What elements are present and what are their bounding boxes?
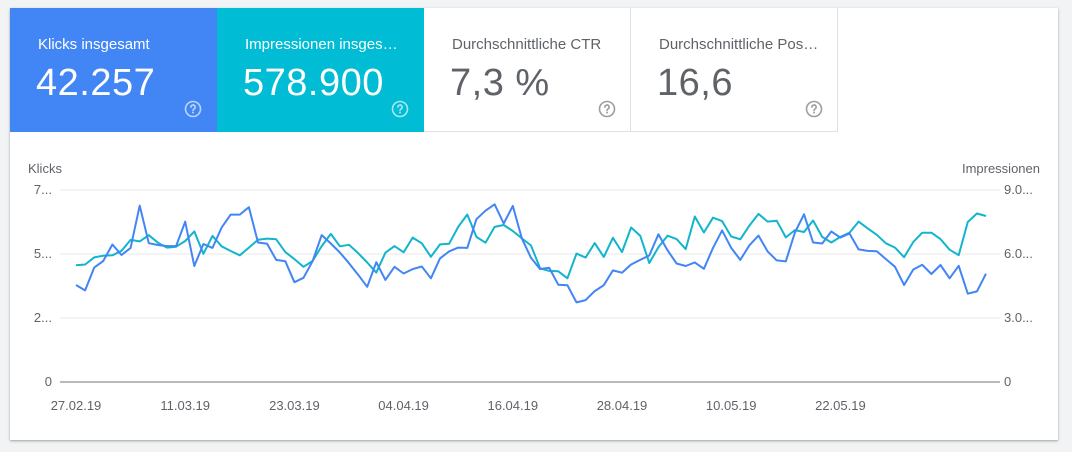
- left-tick-label: 5...: [34, 246, 52, 261]
- metric-tiles: Klicks insgesamt 42.257 Impressionen ins…: [10, 8, 838, 132]
- right-tick-label: 0: [1004, 374, 1011, 389]
- tile-label: Durchschnittliche CTR: [452, 36, 602, 53]
- left-tick-label: 7...: [34, 182, 52, 197]
- series-line-impressionen: [75, 212, 987, 280]
- left-tick-label: 0: [45, 374, 52, 389]
- tile-label: Impressionen insgesamt: [245, 36, 405, 53]
- x-tick-label: 10.05.19: [706, 398, 757, 413]
- tile-average-position[interactable]: Durchschnittliche Position 16,6: [631, 8, 838, 132]
- x-tick-label: 22.05.19: [815, 398, 866, 413]
- right-tick-label: 9.0...: [1004, 182, 1033, 197]
- x-tick-label: 04.04.19: [378, 398, 429, 413]
- tile-label: Klicks insgesamt: [38, 36, 150, 53]
- tile-label: Durchschnittliche Position: [659, 36, 819, 53]
- tile-value: 578.900: [243, 62, 384, 104]
- series-line-klicks: [75, 203, 987, 304]
- chart-svg: 0 0 2... 3.0... 5... 6.0... 7... 9.0... Klicks Im…: [28, 161, 1040, 413]
- x-tick-label: 27.02.19: [51, 398, 102, 413]
- help-circle-icon[interactable]: [184, 100, 202, 118]
- performance-chart: 0 0 2... 3.0... 5... 6.0... 7... 9.0... Klicks Im…: [10, 132, 1058, 440]
- left-tick-label: 2...: [34, 310, 52, 325]
- help-circle-icon[interactable]: [391, 100, 409, 118]
- tile-total-clicks[interactable]: Klicks insgesamt 42.257: [10, 8, 217, 132]
- performance-card: Klicks insgesamt 42.257 Impressionen ins…: [10, 8, 1058, 440]
- tile-total-impressions[interactable]: Impressionen insgesamt 578.900: [217, 8, 424, 132]
- x-tick-label: 16.04.19: [487, 398, 538, 413]
- help-circle-icon[interactable]: [805, 100, 823, 118]
- tile-value: 7,3 %: [450, 62, 550, 104]
- left-axis-label: Klicks: [28, 161, 62, 176]
- tile-value: 16,6: [657, 62, 733, 104]
- right-tick-label: 6.0...: [1004, 246, 1033, 261]
- tile-average-ctr[interactable]: Durchschnittliche CTR 7,3 %: [424, 8, 631, 132]
- right-tick-label: 3.0...: [1004, 310, 1033, 325]
- right-axis-label: Impressionen: [962, 161, 1040, 176]
- x-tick-label: 11.03.19: [160, 398, 210, 413]
- x-tick-label: 23.03.19: [269, 398, 320, 413]
- x-tick-label: 28.04.19: [597, 398, 648, 413]
- help-circle-icon[interactable]: [598, 100, 616, 118]
- tile-value: 42.257: [36, 62, 156, 104]
